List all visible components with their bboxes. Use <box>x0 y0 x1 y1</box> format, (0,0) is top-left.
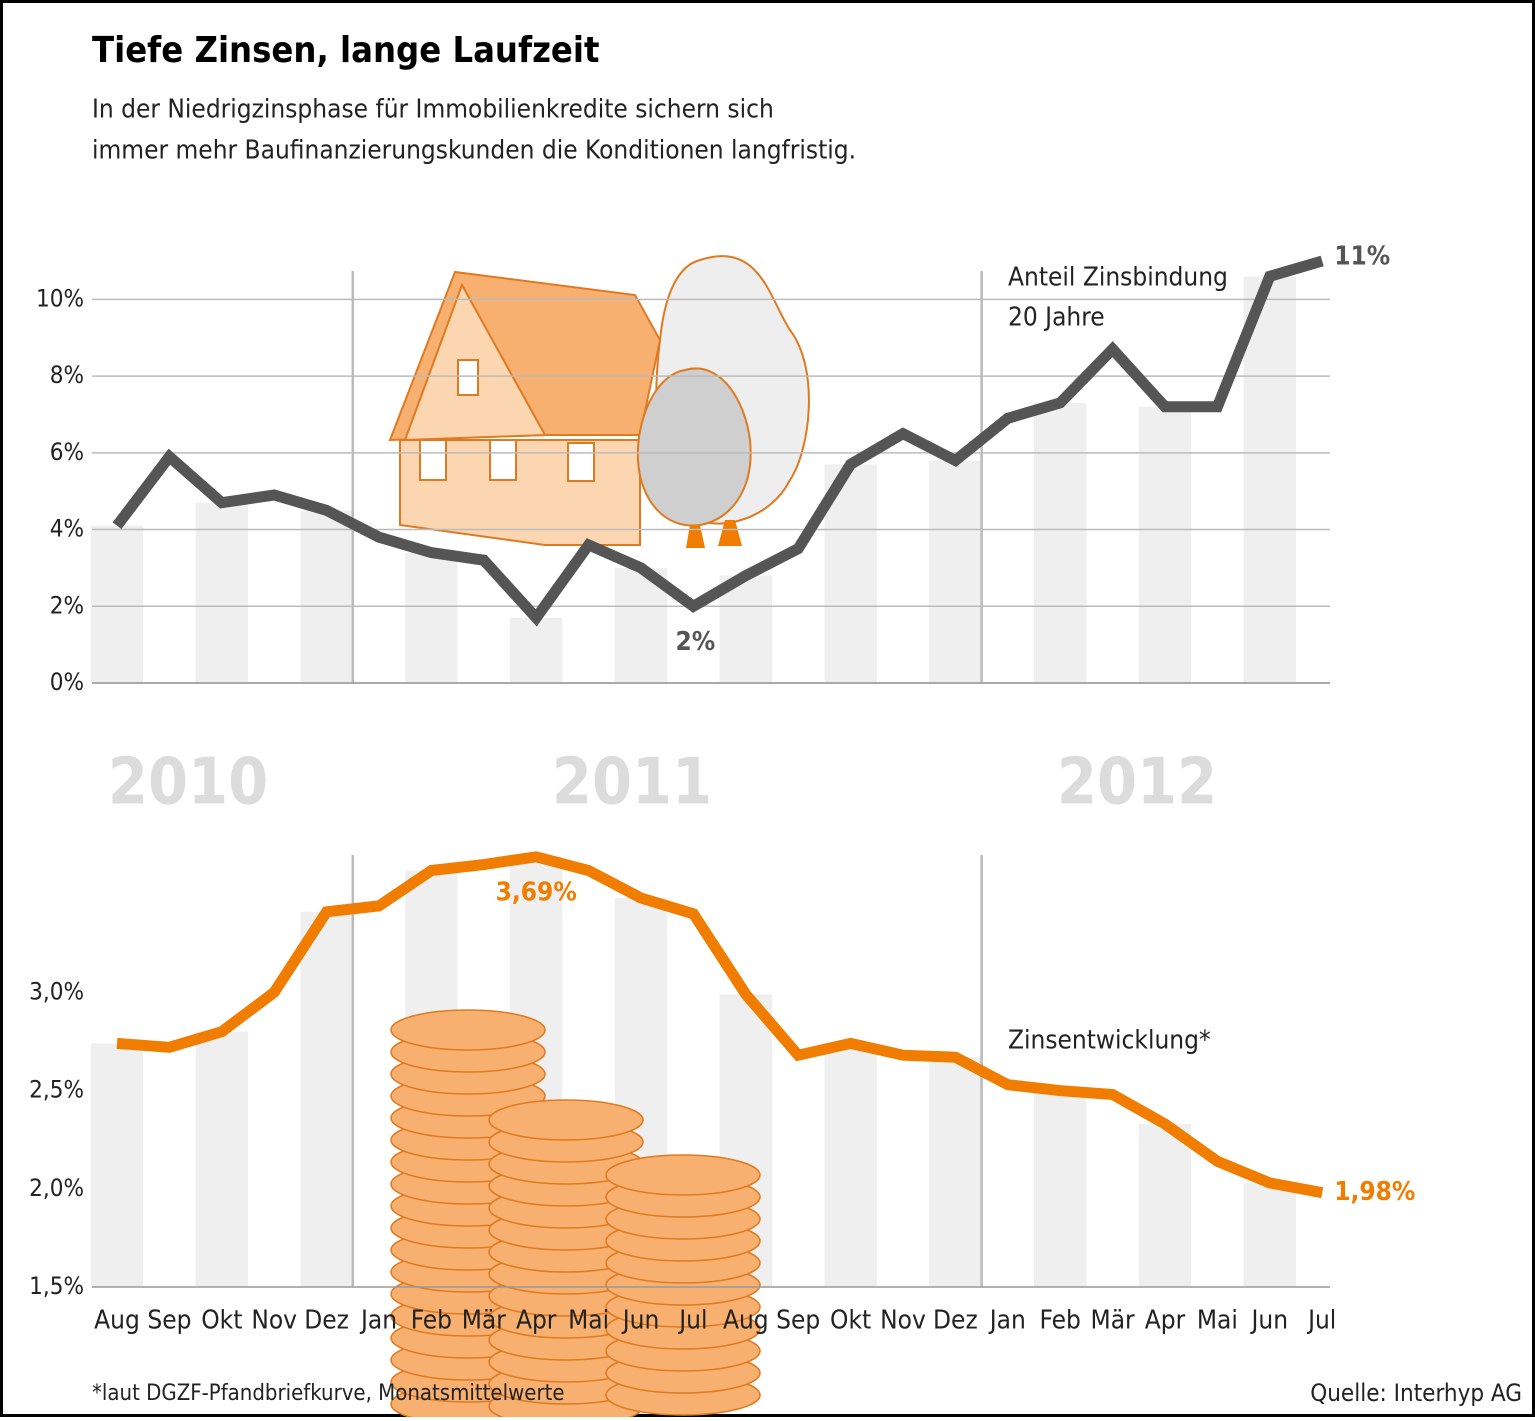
subtitle: immer mehr Baufinanzierungskunden die Ko… <box>92 136 856 166</box>
value-label: 3,69% <box>496 877 577 907</box>
x-tick-label: Mai <box>568 1306 609 1336</box>
y-tick-label: 10% <box>36 284 84 312</box>
x-tick-label: Nov <box>880 1306 926 1336</box>
year-label: 2010 <box>108 746 268 820</box>
x-tick-label: Mär <box>462 1306 507 1336</box>
tree <box>636 367 752 527</box>
x-tick-label: Dez <box>304 1306 349 1336</box>
y-tick-label: 3,0% <box>29 977 84 1005</box>
x-tick-label: Sep <box>147 1306 191 1336</box>
band <box>929 1057 982 1287</box>
coin <box>488 1099 644 1141</box>
year-label: 2012 <box>1057 746 1217 820</box>
band <box>1243 1182 1296 1287</box>
band <box>405 552 458 683</box>
line <box>116 851 1324 1199</box>
value-label: 11% <box>1334 242 1390 272</box>
window <box>457 359 479 396</box>
x-tick-label: Okt <box>201 1306 242 1336</box>
band <box>195 1031 248 1287</box>
band <box>1243 276 1296 683</box>
x-tick-label: Jan <box>359 1306 397 1336</box>
source: Quelle: Interhyp AG <box>1310 1379 1522 1407</box>
x-tick-label: Sep <box>776 1306 820 1336</box>
band <box>90 1043 144 1287</box>
y-tick-label: 4% <box>50 515 84 543</box>
series-label: 20 Jahre <box>1008 303 1105 333</box>
window <box>489 439 517 481</box>
x-tick-label: Mai <box>1197 1306 1238 1336</box>
y-tick-label: 8% <box>50 361 84 389</box>
x-tick-label: Aug <box>723 1306 769 1336</box>
x-tick-label: Nov <box>251 1306 297 1336</box>
value-label: 1,98% <box>1334 1177 1415 1207</box>
x-tick-label: Jul <box>677 1306 707 1336</box>
x-tick-label: Apr <box>1145 1306 1186 1336</box>
tree-trunk <box>686 525 705 548</box>
series-label: Anteil Zinsbindung <box>1008 263 1228 293</box>
x-tick-label: Jan <box>988 1306 1026 1336</box>
window <box>419 439 447 481</box>
x-tick-label: Jun <box>621 1306 660 1336</box>
x-tick-label: Okt <box>830 1306 871 1336</box>
y-tick-label: 6% <box>50 438 84 466</box>
window <box>567 442 595 482</box>
band <box>1034 402 1087 683</box>
x-tick-label: Feb <box>411 1306 452 1336</box>
value-label: 2% <box>676 627 716 657</box>
coins <box>390 1009 761 1421</box>
band <box>719 575 772 683</box>
plot: 0% 2% 4% 6% 8% 10% 2% 11% 1,5% 2,0% 2,5% 3,0% 3,69% 1… <box>29 242 1415 1336</box>
y-tick-label: 1,5% <box>29 1272 84 1300</box>
band <box>1138 1123 1192 1287</box>
illustrations <box>388 255 810 1421</box>
band <box>929 460 982 683</box>
subtitle: In der Niedrigzinsphase für Immobilienkr… <box>92 95 774 125</box>
x-tick-label: Feb <box>1040 1306 1081 1336</box>
band <box>1138 406 1192 683</box>
chart-title: Tiefe Zinsen, lange Laufzeit <box>92 30 599 71</box>
series-label: Zinsentwicklung* <box>1008 1026 1211 1056</box>
y-tick-label: 2,5% <box>29 1076 84 1104</box>
band <box>824 1043 877 1287</box>
line <box>112 255 1324 627</box>
band <box>300 911 353 1287</box>
y-tick-label: 0% <box>50 668 84 696</box>
band <box>1034 1090 1087 1287</box>
band <box>195 502 248 683</box>
year-label: 2011 <box>552 746 712 820</box>
x-tick-label: Dez <box>933 1306 978 1336</box>
coin <box>390 1009 546 1051</box>
x-tick-label: Aug <box>94 1306 140 1336</box>
band <box>510 617 563 683</box>
band <box>90 525 144 683</box>
band <box>300 510 353 683</box>
y-tick-label: 2% <box>50 591 84 619</box>
footnote: *laut DGZF-Pfandbriefkurve, Monatsmittel… <box>92 1381 565 1406</box>
coin <box>605 1154 761 1196</box>
tree-trunk <box>718 520 742 546</box>
x-tick-label: Mär <box>1091 1306 1136 1336</box>
x-tick-label: Jun <box>1250 1306 1289 1336</box>
x-tick-label: Apr <box>516 1306 557 1336</box>
x-tick-label: Jul <box>1306 1306 1336 1336</box>
y-tick-label: 2,0% <box>29 1174 84 1202</box>
